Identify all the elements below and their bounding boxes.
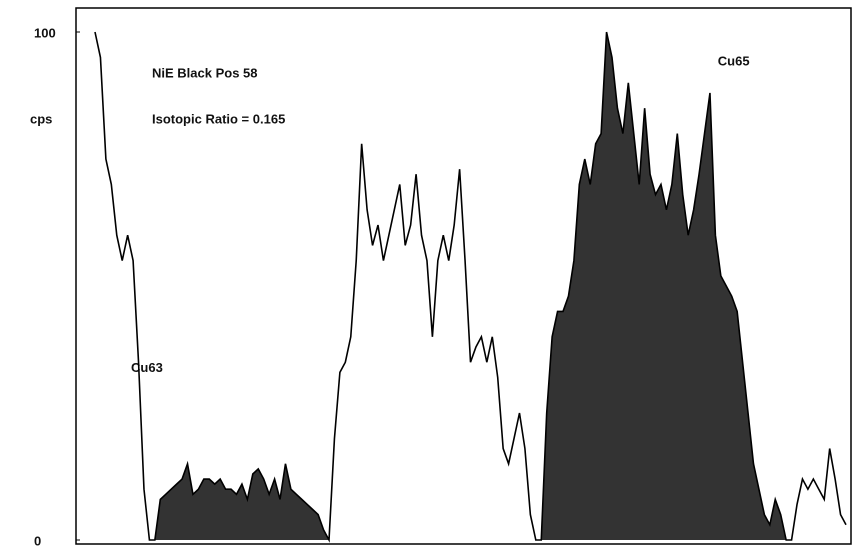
- series-label: Cu63: [131, 360, 163, 375]
- area: [154, 463, 330, 540]
- annotation: NiE Black Pos 58: [152, 65, 258, 80]
- line: [94, 31, 847, 543]
- annotation: Isotopic Ratio = 0.165: [152, 111, 285, 126]
- y-axis-label: cps: [30, 111, 52, 126]
- y-tick-label: 100: [34, 25, 56, 40]
- plot-frame: [75, 7, 852, 545]
- area: [541, 32, 787, 540]
- y-tick-label: 0: [34, 533, 41, 548]
- series-label: Cu65: [718, 53, 750, 68]
